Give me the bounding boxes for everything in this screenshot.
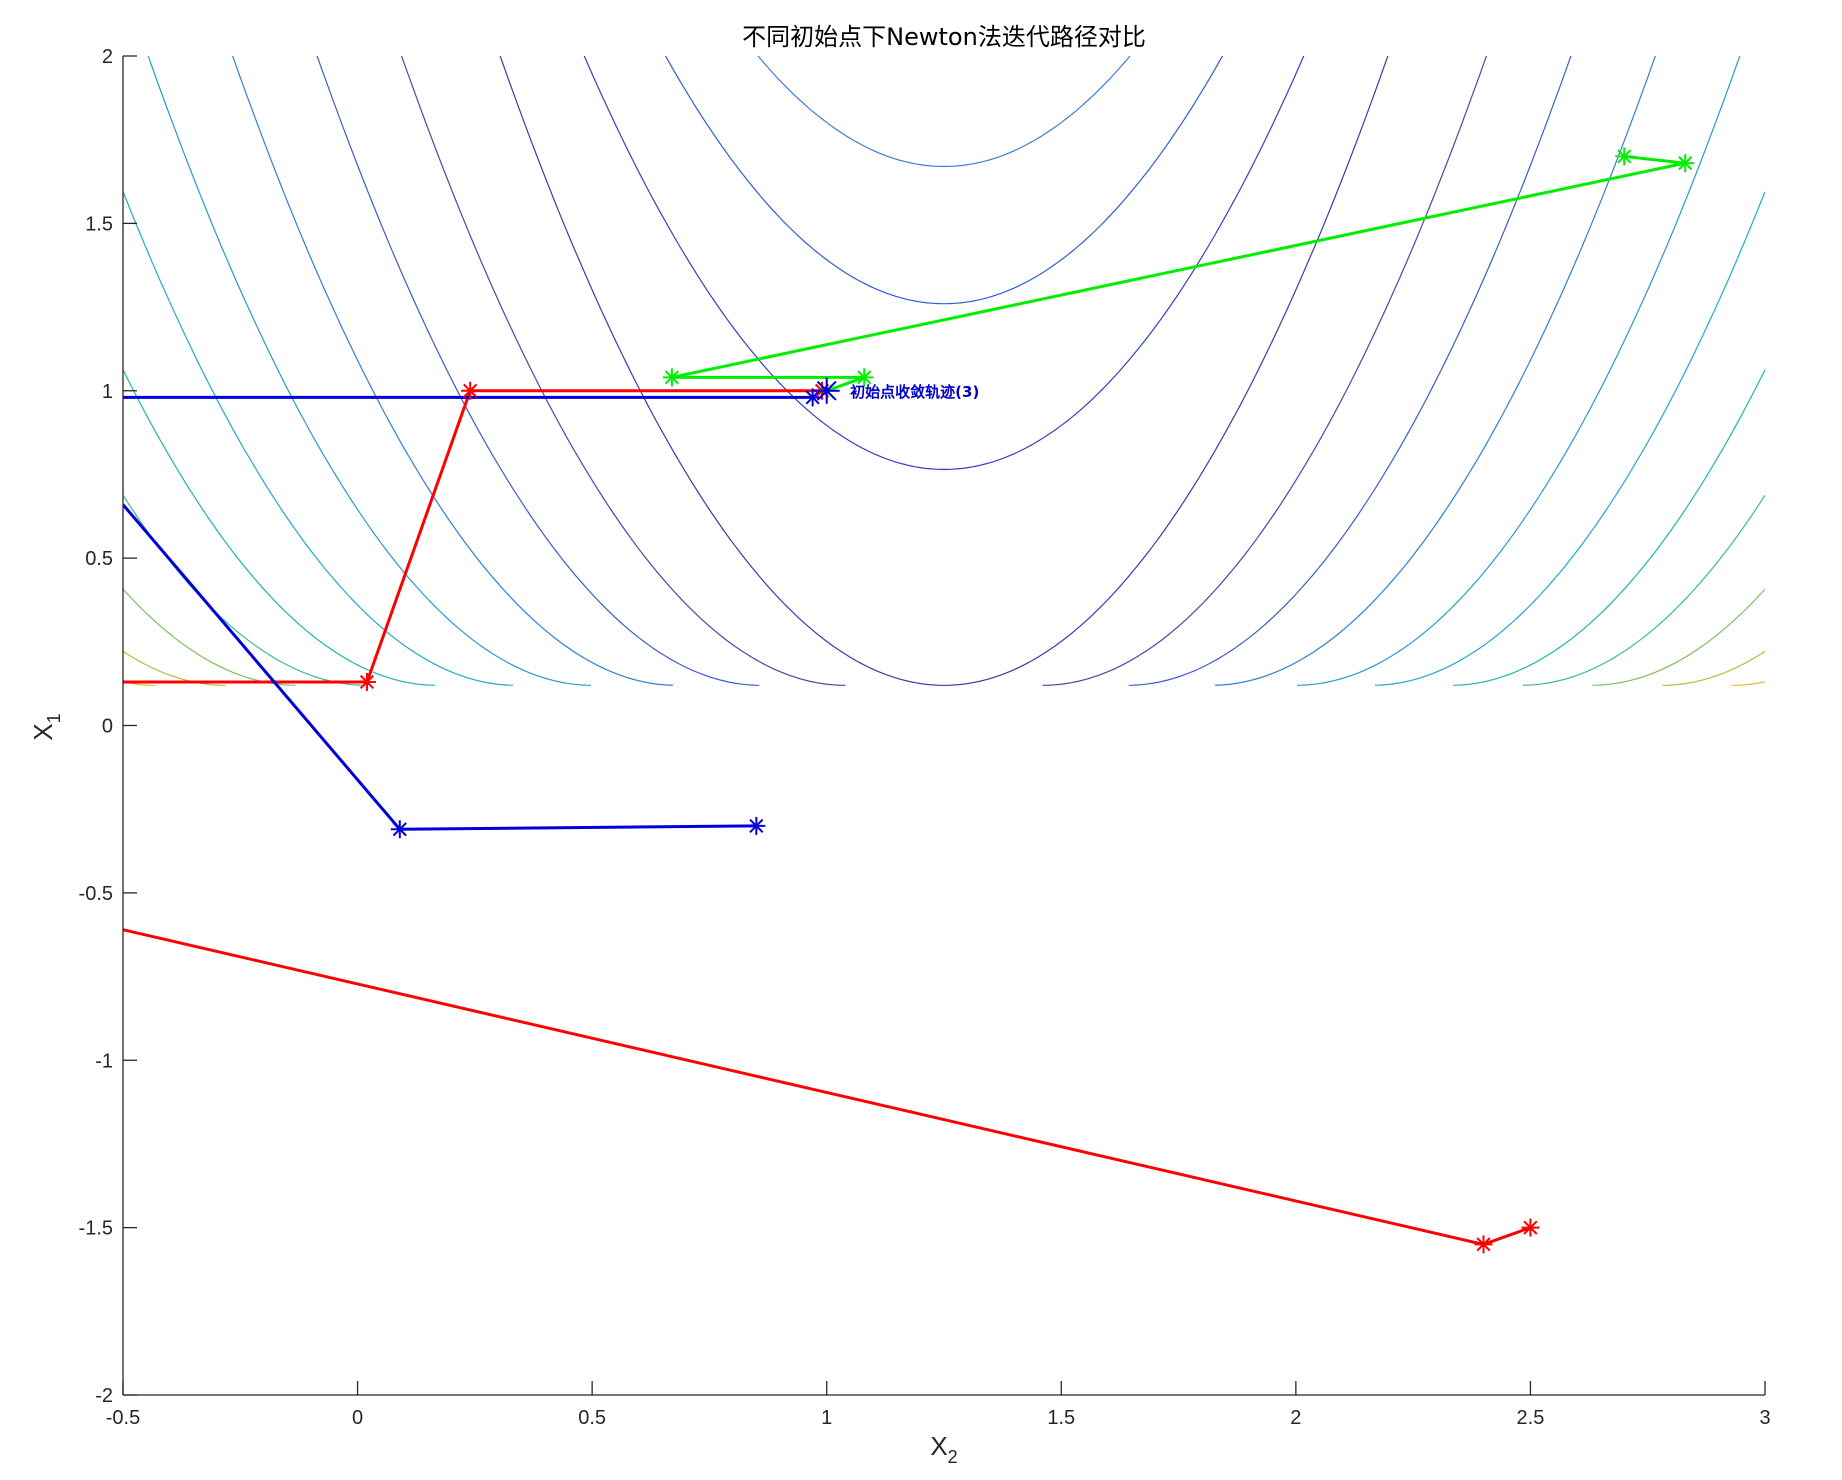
iteration-markers [357, 147, 1695, 1254]
iteration-marker [1615, 147, 1634, 166]
contour-line [123, 369, 436, 686]
y-tick-label: 0 [102, 716, 113, 738]
y-tick-label: 2 [102, 46, 113, 68]
x-axis-label-main: X [930, 1431, 947, 1461]
contour-line [1214, 56, 1656, 686]
y-axis-label-main: X [28, 723, 58, 740]
x-tick-label: 0.5 [578, 1407, 606, 1429]
contour-line [1522, 494, 1765, 686]
y-tick-label: 1.5 [85, 213, 113, 235]
contour-lines [123, 56, 1765, 686]
contour-line [123, 191, 514, 686]
contour-line [1732, 681, 1765, 686]
iteration-marker [1676, 154, 1695, 173]
contour-line [123, 650, 226, 686]
iteration-marker [747, 816, 766, 835]
iteration-marker [813, 377, 840, 404]
x-tick-label: 2.5 [1517, 1407, 1545, 1429]
y-axis-label-sub: 1 [44, 713, 64, 723]
contour-line [1592, 588, 1765, 686]
y-axis-label: X1 [28, 713, 64, 740]
annotation-label: 初始点收敛轨迹(3) [850, 383, 979, 401]
contour-line [1374, 191, 1765, 686]
y-tick-label: -2 [95, 1385, 113, 1407]
iteration-marker [1474, 1235, 1493, 1254]
contour-line [123, 494, 366, 686]
iteration-marker [803, 388, 822, 407]
iteration-marker [357, 672, 376, 691]
contour-line [1042, 56, 1488, 686]
iteration-marker [855, 368, 874, 387]
contour-line [664, 56, 1224, 305]
x-tick-label: -0.5 [106, 1407, 140, 1429]
y-tick-label: -1.5 [79, 1218, 113, 1240]
x-tick-label: 3 [1759, 1407, 1770, 1429]
contour-line [1128, 56, 1572, 686]
y-tick-label: 0.5 [85, 548, 113, 570]
iteration-paths [123, 154, 1686, 1246]
x-tick-label: 1 [821, 1407, 832, 1429]
axes: -0.5 0 0.5 1 1.5 2 2.5 3 -2 -1.5 -1 -0.5 0 0.5 1 1.5 2 [79, 46, 1771, 1429]
contour-line [1296, 56, 1741, 686]
contour-line [232, 56, 674, 686]
iteration-marker [662, 368, 681, 387]
contour-line [499, 56, 1389, 686]
contour-line [400, 56, 846, 686]
iteration-path [123, 389, 822, 684]
contour-line [1662, 650, 1765, 686]
contour-line [583, 56, 1305, 470]
x-tick-label: 2 [1290, 1407, 1301, 1429]
iteration-marker [1521, 1218, 1540, 1237]
chart-title: 不同初始点下Newton法迭代路径对比 [742, 23, 1146, 51]
x-tick-label: 0 [352, 1407, 363, 1429]
x-axis-label-sub: 2 [948, 1447, 958, 1467]
iteration-marker [390, 820, 409, 839]
y-tick-label: -0.5 [79, 883, 113, 905]
x-tick-label: 1.5 [1047, 1407, 1075, 1429]
contour-line [1452, 369, 1765, 686]
iteration-path [123, 928, 1531, 1246]
contour-line [757, 56, 1131, 168]
x-axis-label: X2 [930, 1431, 957, 1467]
iteration-marker [461, 381, 480, 400]
contour-line [316, 56, 760, 686]
contour-line [147, 56, 592, 686]
y-tick-label: 1 [102, 381, 113, 403]
y-tick-label: -1 [95, 1050, 113, 1072]
